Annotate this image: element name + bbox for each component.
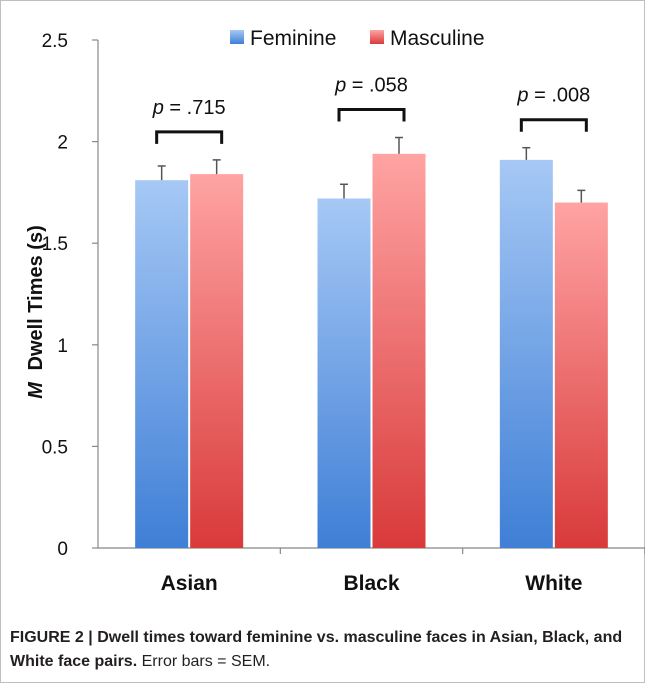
legend-label: Feminine	[250, 27, 336, 50]
masculine-bar-white	[554, 202, 608, 548]
p-value-label: p = .058	[334, 75, 408, 97]
figure-caption: FIGURE 2 | Dwell times toward feminine v…	[10, 626, 635, 674]
legend-label: Masculine	[390, 27, 485, 50]
p-value-label: p = .008	[516, 85, 590, 107]
x-tick-label: Black	[343, 572, 399, 595]
bar-chart: M Dwell Times (s) 0 0.5 1 1.5 2 2.5 Asian Black…	[25, 27, 645, 595]
y-axis-label: M Dwell Times (s)	[25, 225, 47, 398]
significance-bracket	[519, 118, 588, 132]
p-value: = .715	[164, 97, 226, 119]
p-symbol: p	[152, 97, 164, 119]
p-value: = .008	[529, 85, 591, 107]
feminine-bar-white	[499, 159, 553, 548]
y-tick-label: 1	[57, 336, 68, 357]
feminine-bar-asian	[135, 180, 189, 548]
y-axis-label-italic: M	[25, 381, 47, 399]
caption-title: Dwell times toward feminine vs. masculin…	[10, 629, 623, 670]
caption-label: FIGURE 2	[10, 629, 84, 646]
feminine-bar-black	[317, 198, 371, 548]
significance-bracket	[337, 108, 406, 122]
svg-text:M Dwell Times (s): M Dwell Times (s)	[25, 225, 47, 398]
significance-bracket	[155, 130, 224, 144]
p-symbol: p	[516, 85, 528, 107]
y-tick-label: 1.5	[42, 234, 68, 255]
masculine-legend-swatch	[370, 30, 384, 44]
y-tick-label: 0.5	[42, 437, 68, 458]
masculine-bar-black	[372, 153, 426, 549]
p-value: = .058	[346, 75, 408, 97]
y-tick-label: 2.5	[42, 31, 68, 52]
x-tick-label: White	[525, 572, 582, 595]
x-tick-label: Asian	[161, 572, 218, 595]
y-tick-label: 0	[57, 539, 68, 560]
caption-separator: |	[88, 629, 93, 646]
y-tick-label: 2	[57, 133, 68, 154]
feminine-legend-swatch	[230, 30, 244, 44]
caption-note: Error bars = SEM.	[141, 653, 271, 670]
p-value-label: p = .715	[152, 97, 226, 119]
p-symbol: p	[334, 75, 346, 97]
y-axis-label-text: Dwell Times (s)	[25, 225, 47, 370]
masculine-bar-asian	[190, 174, 244, 548]
